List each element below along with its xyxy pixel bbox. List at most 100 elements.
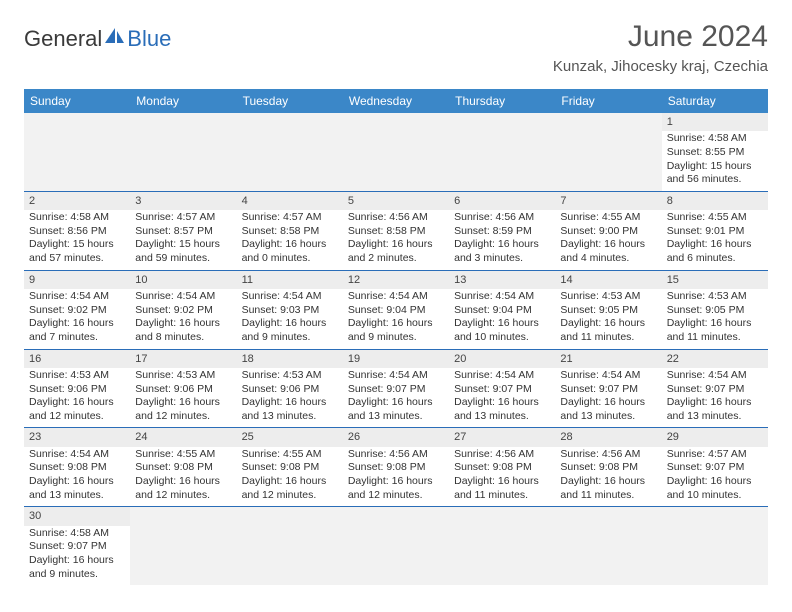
- sunset-text: Sunset: 9:00 PM: [560, 225, 656, 239]
- day-header: Monday: [130, 89, 236, 113]
- calendar-cell: 8Sunrise: 4:55 AMSunset: 9:01 PMDaylight…: [662, 191, 768, 270]
- calendar-cell: 14Sunrise: 4:53 AMSunset: 9:05 PMDayligh…: [555, 270, 661, 349]
- sunset-text: Sunset: 9:08 PM: [348, 461, 444, 475]
- day-header: Saturday: [662, 89, 768, 113]
- sunrise-text: Sunrise: 4:56 AM: [454, 211, 550, 225]
- daylight-text: Daylight: 16 hours and 11 minutes.: [454, 475, 550, 502]
- daylight-text: Daylight: 16 hours and 3 minutes.: [454, 238, 550, 265]
- day-number: 11: [237, 271, 343, 289]
- daylight-text: Daylight: 16 hours and 12 minutes.: [29, 396, 125, 423]
- calendar-cell: 16Sunrise: 4:53 AMSunset: 9:06 PMDayligh…: [24, 349, 130, 428]
- day-number: 21: [555, 350, 661, 368]
- daylight-text: Daylight: 16 hours and 11 minutes.: [560, 475, 656, 502]
- sunrise-text: Sunrise: 4:54 AM: [135, 290, 231, 304]
- calendar-cell: 5Sunrise: 4:56 AMSunset: 8:58 PMDaylight…: [343, 191, 449, 270]
- sunrise-text: Sunrise: 4:55 AM: [667, 211, 763, 225]
- day-number: 22: [662, 350, 768, 368]
- daylight-text: Daylight: 15 hours and 59 minutes.: [135, 238, 231, 265]
- day-header: Thursday: [449, 89, 555, 113]
- calendar-cell: [343, 113, 449, 191]
- calendar-cell: 24Sunrise: 4:55 AMSunset: 9:08 PMDayligh…: [130, 428, 236, 507]
- day-number: 1: [662, 113, 768, 131]
- sunset-text: Sunset: 8:55 PM: [667, 146, 763, 160]
- calendar-cell: 2Sunrise: 4:58 AMSunset: 8:56 PMDaylight…: [24, 191, 130, 270]
- calendar-cell: [449, 507, 555, 585]
- sunrise-text: Sunrise: 4:58 AM: [29, 211, 125, 225]
- day-number: 13: [449, 271, 555, 289]
- sunset-text: Sunset: 9:07 PM: [667, 383, 763, 397]
- calendar-cell: 29Sunrise: 4:57 AMSunset: 9:07 PMDayligh…: [662, 428, 768, 507]
- day-number: 9: [24, 271, 130, 289]
- sunset-text: Sunset: 9:05 PM: [667, 304, 763, 318]
- daylight-text: Daylight: 16 hours and 12 minutes.: [135, 475, 231, 502]
- daylight-text: Daylight: 16 hours and 8 minutes.: [135, 317, 231, 344]
- logo-sail-icon: [104, 27, 126, 48]
- day-number: 24: [130, 428, 236, 446]
- day-header-row: Sunday Monday Tuesday Wednesday Thursday…: [24, 89, 768, 113]
- daylight-text: Daylight: 16 hours and 9 minutes.: [242, 317, 338, 344]
- daylight-text: Daylight: 16 hours and 12 minutes.: [348, 475, 444, 502]
- sunrise-text: Sunrise: 4:56 AM: [454, 448, 550, 462]
- calendar-week-row: 30Sunrise: 4:58 AMSunset: 9:07 PMDayligh…: [24, 507, 768, 585]
- sunset-text: Sunset: 8:56 PM: [29, 225, 125, 239]
- daylight-text: Daylight: 15 hours and 56 minutes.: [667, 160, 763, 187]
- sunset-text: Sunset: 9:07 PM: [560, 383, 656, 397]
- day-number: 23: [24, 428, 130, 446]
- sunrise-text: Sunrise: 4:53 AM: [135, 369, 231, 383]
- sunset-text: Sunset: 9:04 PM: [454, 304, 550, 318]
- sunset-text: Sunset: 9:07 PM: [454, 383, 550, 397]
- sunrise-text: Sunrise: 4:54 AM: [454, 290, 550, 304]
- calendar-cell: 6Sunrise: 4:56 AMSunset: 8:59 PMDaylight…: [449, 191, 555, 270]
- sunset-text: Sunset: 9:07 PM: [667, 461, 763, 475]
- calendar-cell: 1Sunrise: 4:58 AMSunset: 8:55 PMDaylight…: [662, 113, 768, 191]
- daylight-text: Daylight: 16 hours and 6 minutes.: [667, 238, 763, 265]
- sunrise-text: Sunrise: 4:54 AM: [348, 290, 444, 304]
- sunrise-text: Sunrise: 4:54 AM: [667, 369, 763, 383]
- calendar-cell: 7Sunrise: 4:55 AMSunset: 9:00 PMDaylight…: [555, 191, 661, 270]
- sunset-text: Sunset: 9:06 PM: [29, 383, 125, 397]
- calendar-cell: 26Sunrise: 4:56 AMSunset: 9:08 PMDayligh…: [343, 428, 449, 507]
- sunrise-text: Sunrise: 4:54 AM: [560, 369, 656, 383]
- day-number: 15: [662, 271, 768, 289]
- daylight-text: Daylight: 16 hours and 12 minutes.: [242, 475, 338, 502]
- day-number: 12: [343, 271, 449, 289]
- sunset-text: Sunset: 9:04 PM: [348, 304, 444, 318]
- calendar-cell: 28Sunrise: 4:56 AMSunset: 9:08 PMDayligh…: [555, 428, 661, 507]
- day-number: 26: [343, 428, 449, 446]
- calendar-cell: 15Sunrise: 4:53 AMSunset: 9:05 PMDayligh…: [662, 270, 768, 349]
- sunset-text: Sunset: 9:06 PM: [135, 383, 231, 397]
- calendar-week-row: 9Sunrise: 4:54 AMSunset: 9:02 PMDaylight…: [24, 270, 768, 349]
- sunset-text: Sunset: 9:08 PM: [135, 461, 231, 475]
- daylight-text: Daylight: 16 hours and 0 minutes.: [242, 238, 338, 265]
- calendar-cell: [130, 113, 236, 191]
- sunset-text: Sunset: 9:05 PM: [560, 304, 656, 318]
- sunset-text: Sunset: 8:57 PM: [135, 225, 231, 239]
- calendar-cell: 4Sunrise: 4:57 AMSunset: 8:58 PMDaylight…: [237, 191, 343, 270]
- day-number: 6: [449, 192, 555, 210]
- daylight-text: Daylight: 16 hours and 2 minutes.: [348, 238, 444, 265]
- calendar-cell: [555, 507, 661, 585]
- daylight-text: Daylight: 16 hours and 10 minutes.: [667, 475, 763, 502]
- sunrise-text: Sunrise: 4:58 AM: [29, 527, 125, 541]
- sunrise-text: Sunrise: 4:54 AM: [29, 290, 125, 304]
- calendar-cell: 27 Sunrise: 4:56 AMSunset: 9:08 PMDayligh…: [449, 428, 555, 507]
- day-number: 18: [237, 350, 343, 368]
- day-number: 20: [449, 350, 555, 368]
- day-number: 5: [343, 192, 449, 210]
- calendar-week-row: 1Sunrise: 4:58 AMSunset: 8:55 PMDaylight…: [24, 113, 768, 191]
- sunrise-text: Sunrise: 4:55 AM: [560, 211, 656, 225]
- daylight-text: Daylight: 16 hours and 13 minutes.: [29, 475, 125, 502]
- day-header: Wednesday: [343, 89, 449, 113]
- calendar-cell: 19Sunrise: 4:54 AMSunset: 9:07 PMDayligh…: [343, 349, 449, 428]
- sunrise-text: Sunrise: 4:57 AM: [135, 211, 231, 225]
- sunrise-text: Sunrise: 4:55 AM: [242, 448, 338, 462]
- daylight-text: Daylight: 16 hours and 13 minutes.: [454, 396, 550, 423]
- sunset-text: Sunset: 9:08 PM: [454, 461, 550, 475]
- daylight-text: Daylight: 16 hours and 4 minutes.: [560, 238, 656, 265]
- day-number: 27: [449, 428, 555, 446]
- daylight-text: Daylight: 16 hours and 9 minutes.: [29, 554, 125, 581]
- calendar-week-row: 2Sunrise: 4:58 AMSunset: 8:56 PMDaylight…: [24, 191, 768, 270]
- calendar-cell: 12Sunrise: 4:54 AMSunset: 9:04 PMDayligh…: [343, 270, 449, 349]
- title-block: June 2024 Kunzak, Jihocesky kraj, Czechi…: [553, 20, 768, 75]
- sunset-text: Sunset: 9:02 PM: [29, 304, 125, 318]
